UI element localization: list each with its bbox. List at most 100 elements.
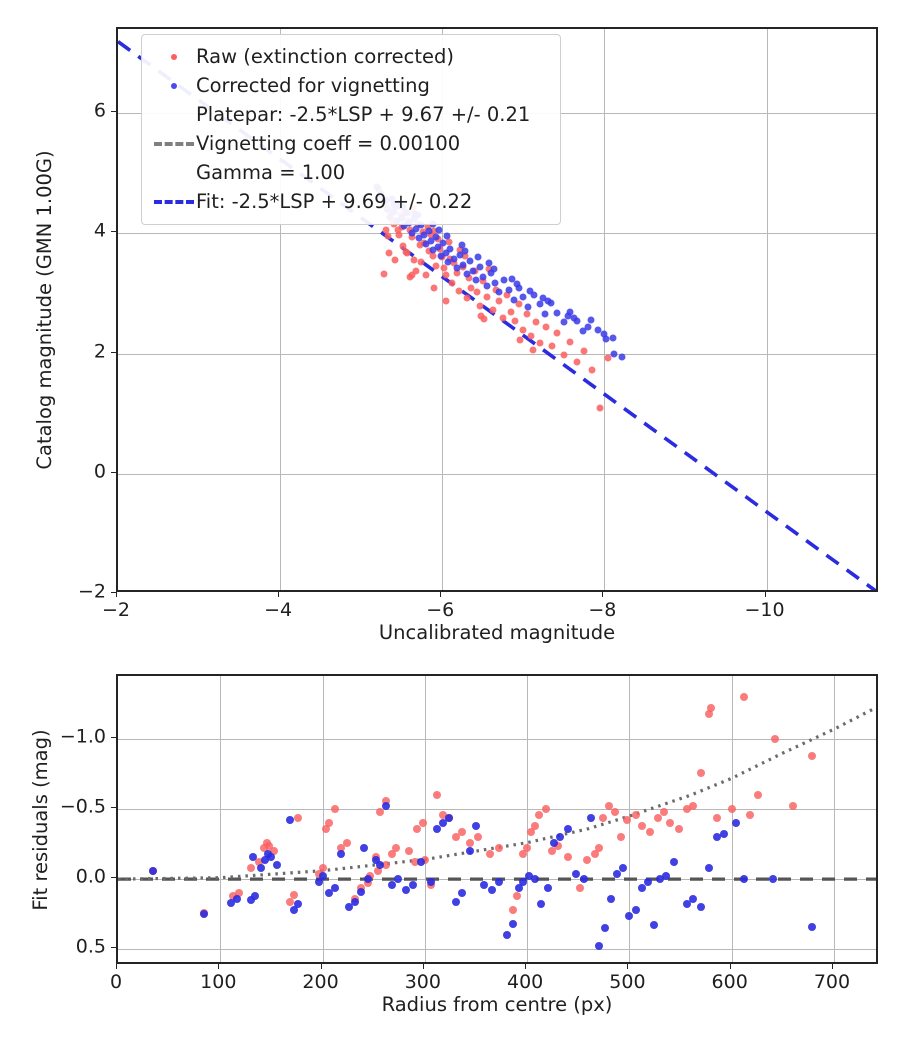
data-point-corrected [513, 280, 521, 288]
data-point-raw [473, 288, 481, 296]
axis-tick-x [764, 592, 766, 597]
data-point-corrected [469, 267, 477, 275]
axis-label-y-catalog-magnitude: Catalog magnitude (GMN 1.00G) [33, 150, 56, 470]
data-point-corrected [555, 833, 564, 842]
tick-label-x: −10 [744, 599, 785, 621]
data-point-raw [430, 284, 438, 291]
data-point-corrected [427, 877, 435, 886]
data-point-raw [375, 807, 384, 816]
data-point-corrected [514, 883, 523, 892]
data-point-corrected [508, 275, 516, 283]
data-point-raw [357, 883, 366, 892]
data-point-corrected [570, 314, 578, 321]
gridline-vertical [527, 676, 529, 962]
axis-label-y-fit-residuals: Fit residuals (mag) [29, 729, 52, 911]
data-point-raw [727, 805, 736, 814]
data-point-corrected [479, 273, 487, 281]
data-point-raw [424, 223, 432, 231]
axis-label-x-radius-from-centre: Radius from centre (px) [381, 993, 613, 1016]
data-point-raw [508, 906, 517, 914]
data-point-raw [654, 813, 662, 822]
data-point-raw [456, 246, 464, 254]
data-point-corrected [474, 253, 482, 261]
gridline-horizontal [118, 809, 876, 811]
data-point-raw [403, 249, 411, 257]
data-point-raw [465, 838, 474, 847]
data-point-corrected [600, 924, 609, 933]
data-point-corrected [637, 883, 646, 892]
data-point-corrected [688, 894, 697, 903]
data-point-corrected [285, 816, 294, 825]
data-point-raw [463, 294, 471, 302]
data-point-raw [705, 709, 714, 718]
data-point-raw [519, 849, 527, 858]
tick-label-x: 400 [506, 971, 544, 993]
data-point-corrected [247, 896, 255, 905]
data-point-corrected [613, 869, 622, 878]
data-point-raw [321, 824, 330, 833]
legend-label: Corrected for vignetting [196, 73, 430, 97]
data-point-corrected [461, 247, 469, 255]
data-point-corrected [472, 276, 480, 284]
data-point-raw [564, 852, 572, 861]
data-point-corrected [476, 263, 483, 271]
legend-item: Vignetting coeff = 0.00100 [152, 129, 548, 158]
data-point-raw [740, 693, 748, 701]
axis-tick-x [602, 592, 604, 597]
data-point-corrected [402, 886, 411, 895]
data-point-raw [547, 847, 556, 856]
data-point-corrected [446, 245, 454, 253]
data-point-corrected [439, 819, 448, 828]
data-point-raw [598, 813, 607, 822]
data-point-raw [541, 805, 550, 814]
data-point-raw [465, 274, 473, 282]
data-point-corrected [807, 922, 816, 931]
data-point-corrected [422, 240, 430, 248]
data-point-raw [247, 863, 255, 872]
data-point-raw [516, 336, 524, 344]
gridline-vertical [604, 29, 606, 590]
legend-item: Gamma = 1.00 [152, 158, 548, 187]
data-point-raw [511, 317, 519, 324]
data-point-corrected [359, 844, 368, 853]
gridline-vertical [280, 29, 282, 590]
axis-tick-y [111, 351, 116, 353]
data-point-raw [604, 354, 612, 362]
data-point-corrected [566, 308, 574, 315]
axis-tick-x [729, 964, 731, 969]
data-point-corrected [494, 877, 503, 886]
data-point-corrected [740, 875, 748, 884]
data-point-raw [448, 279, 456, 287]
data-point-raw [425, 247, 433, 255]
data-point-corrected [519, 877, 527, 886]
data-point-corrected [656, 875, 665, 884]
data-point-corrected [480, 880, 489, 889]
vignetting-trend-curve [118, 706, 876, 881]
gridline-vertical [322, 676, 324, 962]
legend-dash-blue-icon [154, 199, 194, 204]
legend-item: Platepar: -2.5*LSP + 9.67 +/- 0.21 [152, 100, 548, 129]
data-point-raw [380, 270, 388, 278]
data-point-raw [523, 310, 531, 318]
data-point-corrected [437, 252, 445, 260]
data-point-corrected [625, 911, 634, 920]
data-point-corrected [539, 294, 547, 302]
data-point-raw [682, 805, 691, 814]
data-point-raw [408, 271, 415, 279]
data-point-corrected [458, 241, 466, 249]
data-point-corrected [594, 942, 603, 951]
data-point-raw [412, 824, 421, 833]
axis-tick-x [422, 964, 424, 969]
data-point-raw [417, 258, 425, 266]
line-overlay [118, 706, 876, 881]
axis-tick-x [116, 964, 117, 969]
data-point-corrected [451, 897, 460, 906]
gridline-vertical [766, 29, 768, 590]
tick-label-x: −4 [264, 599, 293, 621]
data-point-corrected [609, 334, 616, 342]
data-point-corrected [536, 300, 543, 308]
data-point-corrected [541, 310, 549, 318]
legend-dot-red-icon [171, 53, 177, 60]
axis-tick-y [111, 231, 116, 233]
data-point-raw [382, 796, 390, 805]
